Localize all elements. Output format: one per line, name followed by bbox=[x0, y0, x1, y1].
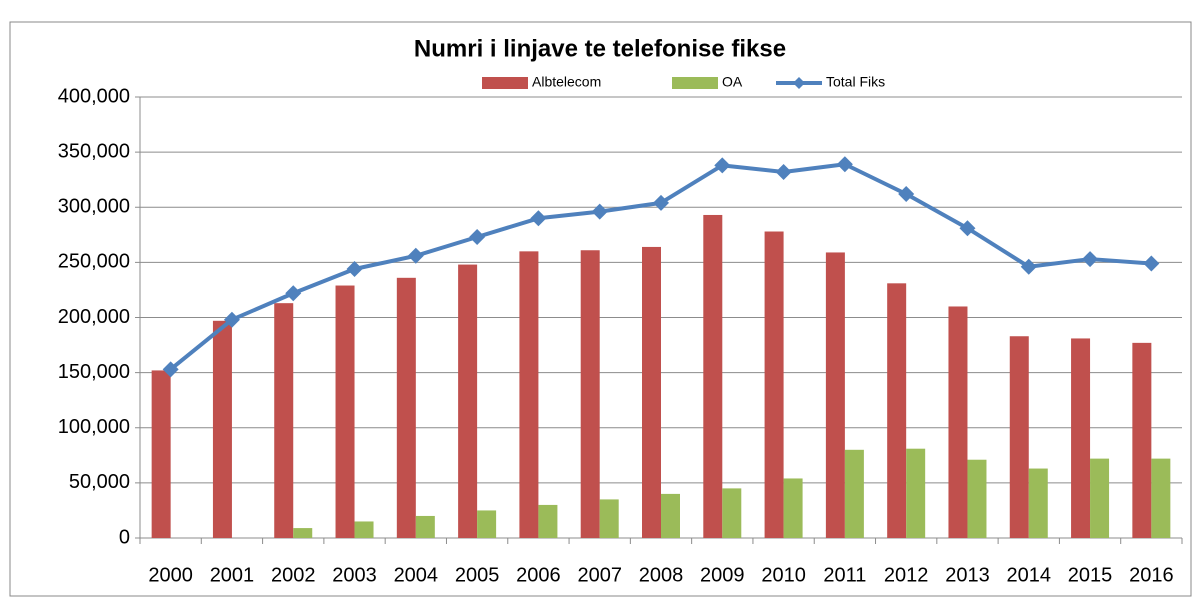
x-tick-label: 2013 bbox=[945, 564, 990, 586]
bar bbox=[783, 478, 803, 538]
bar bbox=[764, 231, 784, 538]
legend-swatch bbox=[793, 77, 805, 89]
bar bbox=[825, 252, 845, 538]
line-marker bbox=[285, 285, 302, 302]
x-tick-label: 2016 bbox=[1129, 564, 1174, 586]
line-marker bbox=[1082, 251, 1099, 268]
bar bbox=[642, 246, 661, 538]
y-tick-label: 400,000 bbox=[58, 85, 130, 107]
x-tick-label: 2003 bbox=[332, 564, 377, 586]
bar bbox=[1132, 342, 1152, 538]
bar bbox=[415, 515, 435, 538]
bar bbox=[661, 493, 680, 538]
bar bbox=[906, 448, 926, 538]
line-marker bbox=[223, 311, 240, 328]
bar bbox=[1028, 468, 1048, 538]
bar bbox=[967, 459, 987, 538]
bar bbox=[722, 488, 742, 538]
bar bbox=[396, 277, 416, 538]
bar bbox=[458, 264, 478, 538]
y-tick-label: 100,000 bbox=[58, 416, 130, 438]
x-tick-label: 2002 bbox=[271, 564, 316, 586]
bar bbox=[519, 251, 539, 538]
line-marker bbox=[469, 229, 486, 246]
bar bbox=[1009, 336, 1029, 538]
y-tick-label: 50,000 bbox=[69, 471, 130, 493]
bar bbox=[1090, 458, 1110, 538]
bar bbox=[274, 303, 294, 538]
x-tick-label: 2014 bbox=[1007, 564, 1052, 586]
legend-label: Albtelecom bbox=[532, 74, 601, 90]
bar bbox=[477, 510, 497, 538]
bar bbox=[599, 499, 619, 538]
bar bbox=[1151, 458, 1171, 538]
x-tick-label: 2012 bbox=[884, 564, 929, 586]
line-marker bbox=[530, 210, 547, 227]
bar bbox=[151, 370, 171, 538]
line-marker bbox=[346, 260, 363, 277]
bar bbox=[212, 320, 232, 538]
bar bbox=[703, 214, 723, 538]
x-tick-label: 2000 bbox=[148, 564, 193, 586]
line-marker bbox=[591, 203, 608, 220]
bar bbox=[948, 306, 968, 538]
legend-label: Total Fiks bbox=[826, 74, 885, 90]
legend-label: OA bbox=[722, 74, 743, 90]
bar bbox=[1071, 338, 1091, 538]
y-tick-label: 0 bbox=[119, 526, 130, 548]
line-marker bbox=[898, 186, 915, 203]
x-tick-label: 2006 bbox=[516, 564, 561, 586]
bar bbox=[580, 250, 600, 538]
x-tick-label: 2011 bbox=[823, 564, 866, 586]
x-tick-label: 2005 bbox=[455, 564, 500, 586]
line-marker bbox=[1020, 258, 1037, 275]
bar bbox=[335, 285, 355, 538]
y-tick-label: 350,000 bbox=[58, 140, 130, 162]
y-tick-label: 300,000 bbox=[58, 196, 130, 218]
x-tick-label: 2004 bbox=[394, 564, 439, 586]
legend-swatch bbox=[672, 77, 718, 89]
bar bbox=[538, 504, 558, 538]
x-tick-label: 2008 bbox=[639, 564, 684, 586]
bar bbox=[844, 449, 864, 538]
x-tick-label: 2015 bbox=[1068, 564, 1113, 586]
y-tick-label: 150,000 bbox=[58, 361, 130, 383]
bar bbox=[293, 528, 313, 538]
legend-swatch bbox=[482, 77, 528, 89]
line-marker bbox=[162, 361, 179, 378]
line-marker bbox=[1143, 255, 1160, 272]
x-tick-label: 2001 bbox=[210, 564, 255, 586]
x-tick-label: 2009 bbox=[700, 564, 745, 586]
line-marker bbox=[959, 220, 976, 237]
x-tick-label: 2007 bbox=[577, 564, 622, 586]
bar bbox=[354, 521, 374, 538]
line-marker bbox=[714, 157, 731, 174]
line-marker bbox=[775, 163, 792, 180]
line-marker bbox=[407, 247, 424, 264]
line-marker bbox=[836, 156, 853, 173]
y-tick-label: 250,000 bbox=[58, 251, 130, 273]
chart-title: Numri i linjave te telefonise fikse bbox=[414, 35, 786, 62]
line-marker bbox=[653, 194, 669, 211]
y-tick-label: 200,000 bbox=[58, 306, 130, 328]
x-tick-label: 2010 bbox=[761, 564, 806, 586]
bar bbox=[887, 283, 907, 538]
